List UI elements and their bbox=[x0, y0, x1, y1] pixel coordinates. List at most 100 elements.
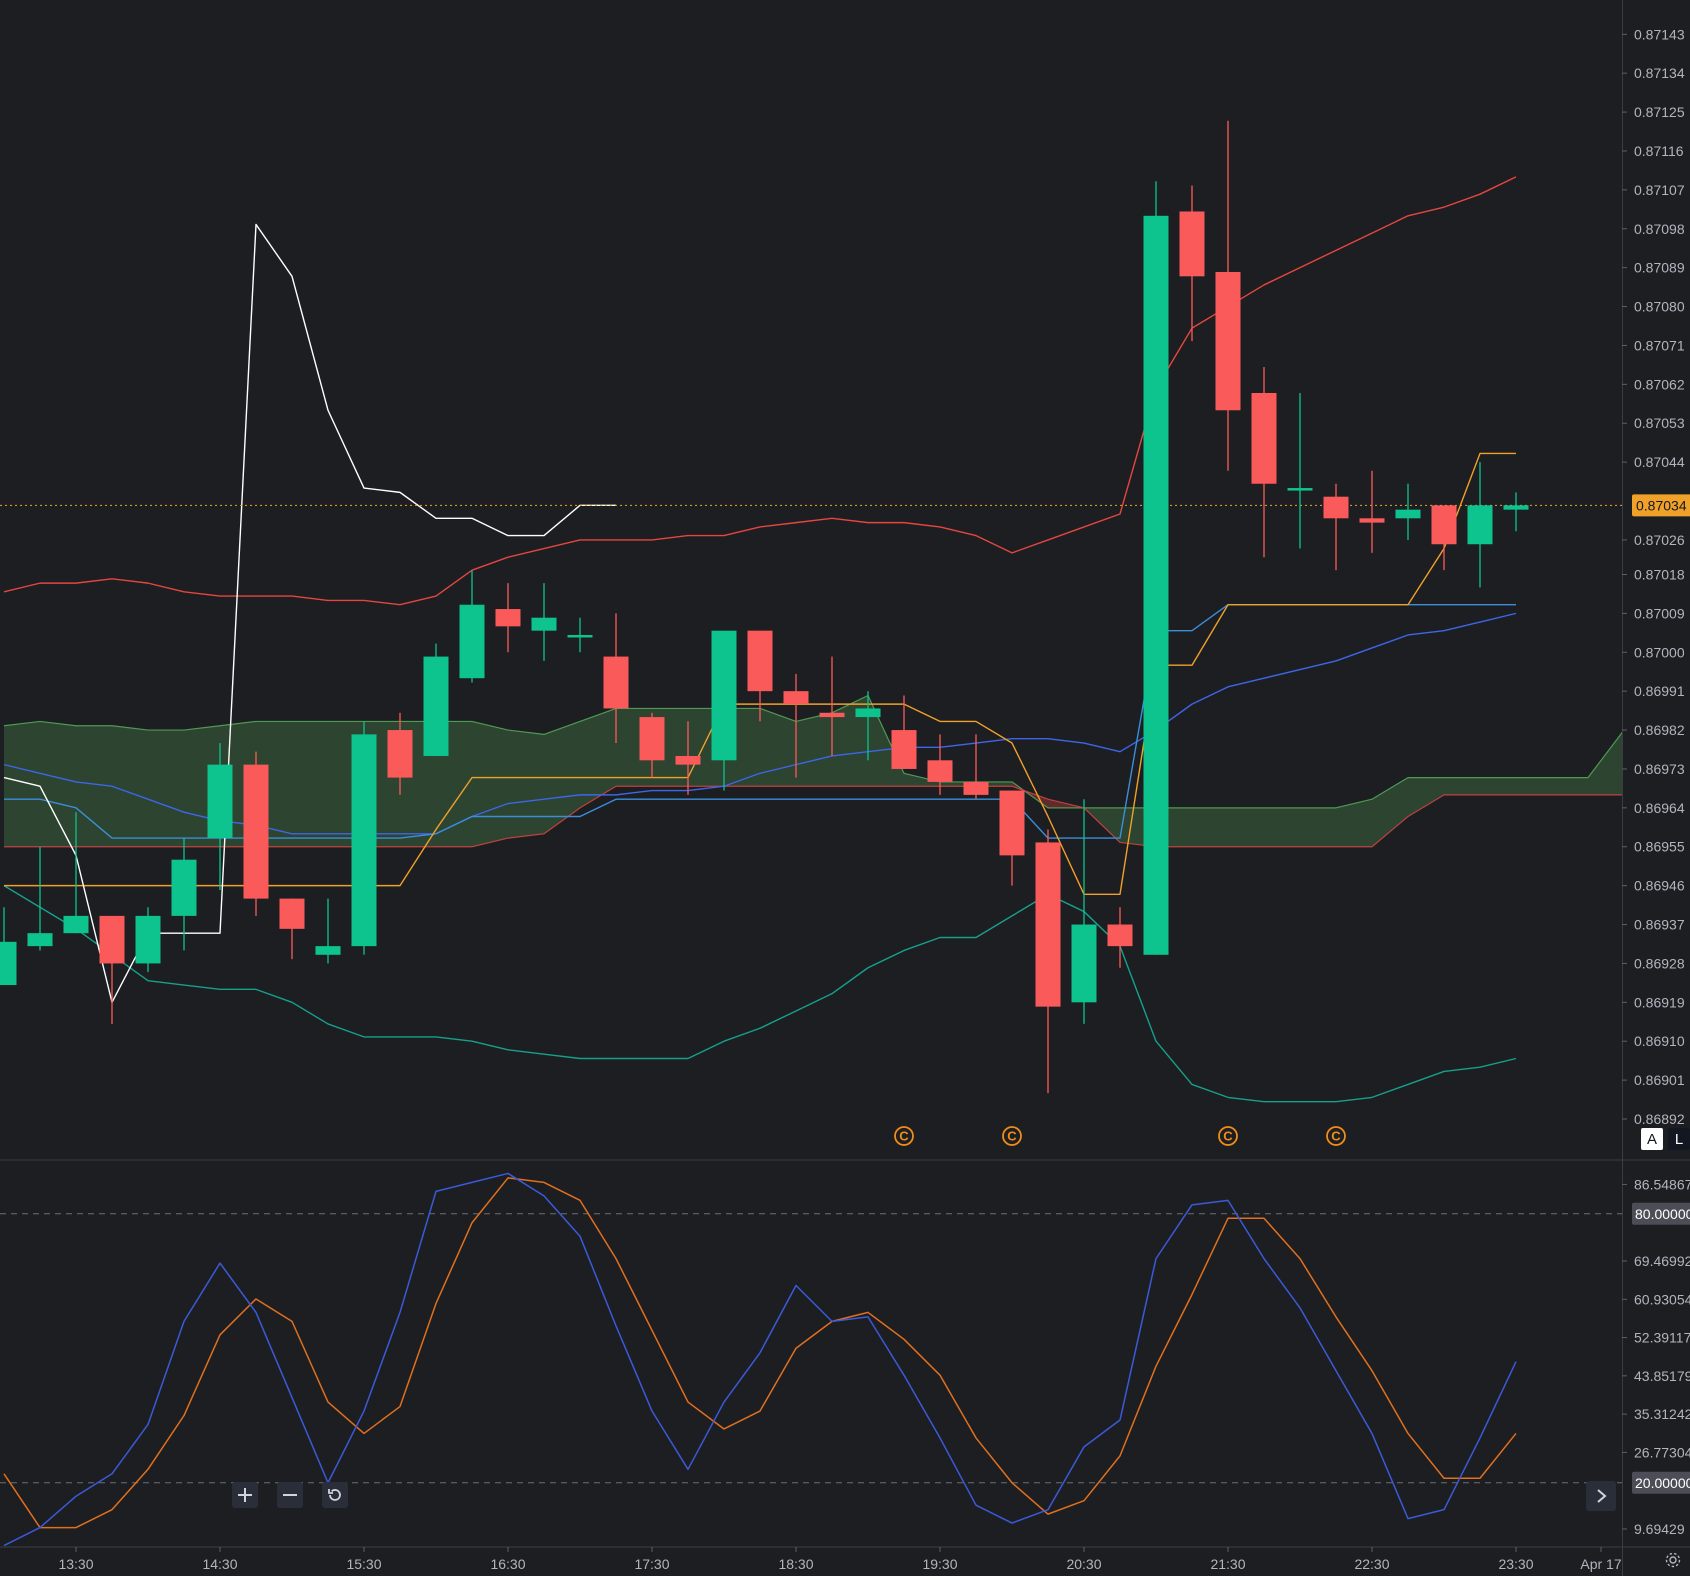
candle[interactable] bbox=[567, 617, 593, 653]
candle[interactable] bbox=[639, 712, 665, 778]
candle-body bbox=[1503, 505, 1529, 510]
candle-body bbox=[27, 933, 53, 947]
candle-body bbox=[1251, 392, 1277, 484]
price-tick-label: 0.86937 bbox=[1634, 917, 1685, 933]
candle[interactable] bbox=[1431, 505, 1457, 571]
candle[interactable] bbox=[423, 643, 449, 756]
ichimoku-cloud-segment bbox=[1336, 799, 1372, 847]
candle[interactable] bbox=[927, 734, 953, 795]
candle[interactable] bbox=[135, 907, 161, 973]
ichimoku-cloud-segment bbox=[148, 730, 184, 847]
candle[interactable] bbox=[387, 712, 413, 795]
ichimoku-cloud-segment bbox=[472, 721, 508, 847]
bollinger-lower-line bbox=[3, 885, 1517, 1103]
candle[interactable] bbox=[279, 898, 305, 960]
candle[interactable] bbox=[171, 838, 197, 951]
candle[interactable] bbox=[459, 570, 485, 683]
ichimoku-cloud-segment bbox=[508, 730, 544, 839]
event-marker-label: C bbox=[1007, 1129, 1017, 1144]
candle[interactable] bbox=[531, 583, 557, 661]
candle[interactable] bbox=[1395, 483, 1421, 540]
candle[interactable] bbox=[207, 743, 233, 890]
zoom-out-button[interactable] bbox=[277, 1482, 303, 1508]
candle[interactable] bbox=[1035, 829, 1061, 1094]
event-marker-icon[interactable]: C bbox=[894, 1126, 914, 1146]
ichimoku-cloud-segment bbox=[1444, 777, 1480, 795]
candle[interactable] bbox=[1071, 799, 1097, 1024]
event-marker-icon[interactable]: C bbox=[1002, 1126, 1022, 1146]
scroll-to-realtime-button[interactable] bbox=[1586, 1481, 1616, 1511]
stochastic-tick-label: 43.85179 bbox=[1634, 1368, 1690, 1384]
time-tick-label: 22:30 bbox=[1354, 1556, 1389, 1572]
event-marker-icon[interactable]: C bbox=[1218, 1126, 1238, 1146]
candle[interactable] bbox=[1467, 462, 1493, 588]
minus-icon bbox=[283, 1494, 297, 1496]
stochastic-band-tag: 20.00000 bbox=[1632, 1471, 1690, 1494]
candle-body bbox=[135, 915, 161, 964]
time-tick-label: 23:30 bbox=[1498, 1556, 1533, 1572]
candle[interactable] bbox=[351, 721, 377, 955]
price-tick-label: 0.86910 bbox=[1634, 1033, 1685, 1049]
candle[interactable] bbox=[495, 583, 521, 653]
candle[interactable] bbox=[675, 721, 701, 795]
candle-body bbox=[243, 764, 269, 899]
price-tick-label: 0.86901 bbox=[1634, 1072, 1685, 1088]
candle[interactable] bbox=[1107, 907, 1133, 968]
candle[interactable] bbox=[315, 898, 341, 964]
candle-body bbox=[171, 859, 197, 916]
chevron-right-icon bbox=[1597, 1489, 1607, 1503]
ichimoku-cloud-segment bbox=[4, 721, 40, 847]
stochastic-pane[interactable] bbox=[0, 1172, 1622, 1547]
candle[interactable] bbox=[603, 613, 629, 744]
candle-body bbox=[63, 915, 89, 934]
candle-body bbox=[1035, 842, 1061, 1007]
candle[interactable] bbox=[855, 691, 881, 761]
log-scale-button[interactable]: L bbox=[1668, 1128, 1690, 1150]
last-price-label: 0.87034 bbox=[1636, 497, 1687, 513]
candle[interactable] bbox=[1215, 120, 1241, 471]
candle[interactable] bbox=[1251, 367, 1277, 558]
candle[interactable] bbox=[1287, 392, 1313, 549]
candle[interactable] bbox=[963, 734, 989, 800]
candle[interactable] bbox=[99, 915, 125, 1024]
zoom-in-button[interactable] bbox=[232, 1482, 258, 1508]
price-pane[interactable] bbox=[0, 120, 1624, 1103]
ichimoku-lagging-line bbox=[3, 223, 616, 1004]
price-tick-label: 0.87143 bbox=[1634, 26, 1685, 42]
candle-body bbox=[1323, 496, 1349, 519]
ichimoku-cloud-segment bbox=[1372, 777, 1408, 847]
event-marker-label: C bbox=[899, 1129, 909, 1144]
candle-body bbox=[927, 760, 953, 782]
price-tick-label: 0.87089 bbox=[1634, 260, 1685, 276]
candle-body bbox=[459, 604, 485, 679]
price-tick-label: 0.87107 bbox=[1634, 182, 1685, 198]
candle[interactable] bbox=[783, 673, 809, 778]
time-tick-label: 16:30 bbox=[490, 1556, 525, 1572]
event-marker-icon[interactable]: C bbox=[1326, 1126, 1346, 1146]
candle[interactable] bbox=[819, 656, 845, 756]
ichimoku-cloud-segment bbox=[832, 695, 868, 787]
candle-body bbox=[207, 764, 233, 839]
reset-chart-button[interactable] bbox=[322, 1482, 348, 1508]
candle[interactable] bbox=[0, 907, 17, 986]
auto-scale-button[interactable]: A bbox=[1641, 1128, 1663, 1150]
candle[interactable] bbox=[63, 812, 89, 934]
candle[interactable] bbox=[1359, 470, 1385, 553]
candle[interactable] bbox=[747, 630, 773, 722]
candle[interactable] bbox=[1143, 181, 1169, 955]
candle[interactable] bbox=[999, 790, 1025, 886]
candle[interactable] bbox=[27, 846, 53, 951]
price-tick-label: 0.87026 bbox=[1634, 532, 1685, 548]
candle-body bbox=[1215, 271, 1241, 411]
settings-gear-icon[interactable] bbox=[1664, 1551, 1682, 1569]
candle[interactable] bbox=[1503, 492, 1529, 532]
candle[interactable] bbox=[711, 630, 737, 791]
candle[interactable] bbox=[891, 695, 917, 769]
candle-body bbox=[351, 734, 377, 947]
candle[interactable] bbox=[243, 751, 269, 916]
candle-body bbox=[1071, 924, 1097, 1003]
candle-body bbox=[1179, 211, 1205, 277]
candle[interactable] bbox=[1323, 483, 1349, 571]
candle[interactable] bbox=[1179, 185, 1205, 342]
